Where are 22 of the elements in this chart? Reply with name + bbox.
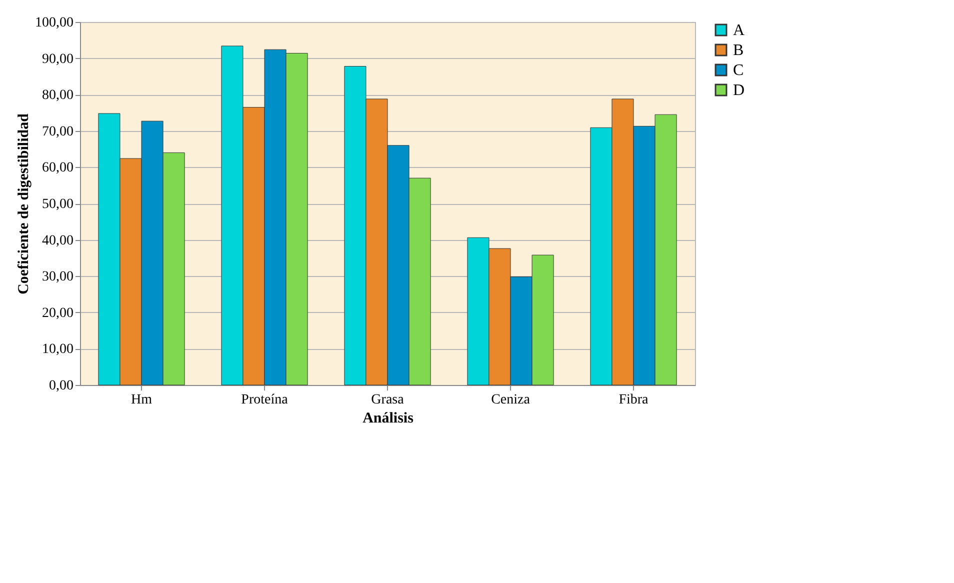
legend-label: A: [733, 22, 745, 39]
y-tick-label: 80,00: [42, 88, 74, 104]
y-tick-label: 30,00: [42, 270, 74, 285]
y-tick-label: 90,00: [42, 52, 74, 67]
legend-label: C: [733, 62, 744, 79]
legend-label: B: [733, 42, 744, 59]
y-tick-label: 50,00: [42, 197, 74, 212]
x-tick-label: Ceniza: [491, 392, 531, 408]
y-tick-label: 40,00: [42, 233, 74, 248]
legend-label: D: [733, 82, 745, 99]
y-tick-label: 10,00: [42, 342, 74, 358]
y-tick-label: 20,00: [42, 306, 74, 321]
x-tick-label: Hm: [131, 392, 152, 408]
x-tick-label: Grasa: [371, 392, 405, 408]
y-tick-label: 70,00: [42, 124, 74, 140]
y-axis-title: Coeficiente de digestibilidad: [16, 112, 32, 294]
x-tick-label: Fibra: [618, 392, 650, 408]
y-tick-label: 100,00: [35, 16, 74, 30]
x-axis-title: Análisis: [362, 410, 414, 426]
x-tick-label: Proteína: [241, 392, 289, 408]
y-tick-label: 60,00: [42, 160, 74, 176]
y-tick-label: 0,00: [49, 378, 74, 394]
